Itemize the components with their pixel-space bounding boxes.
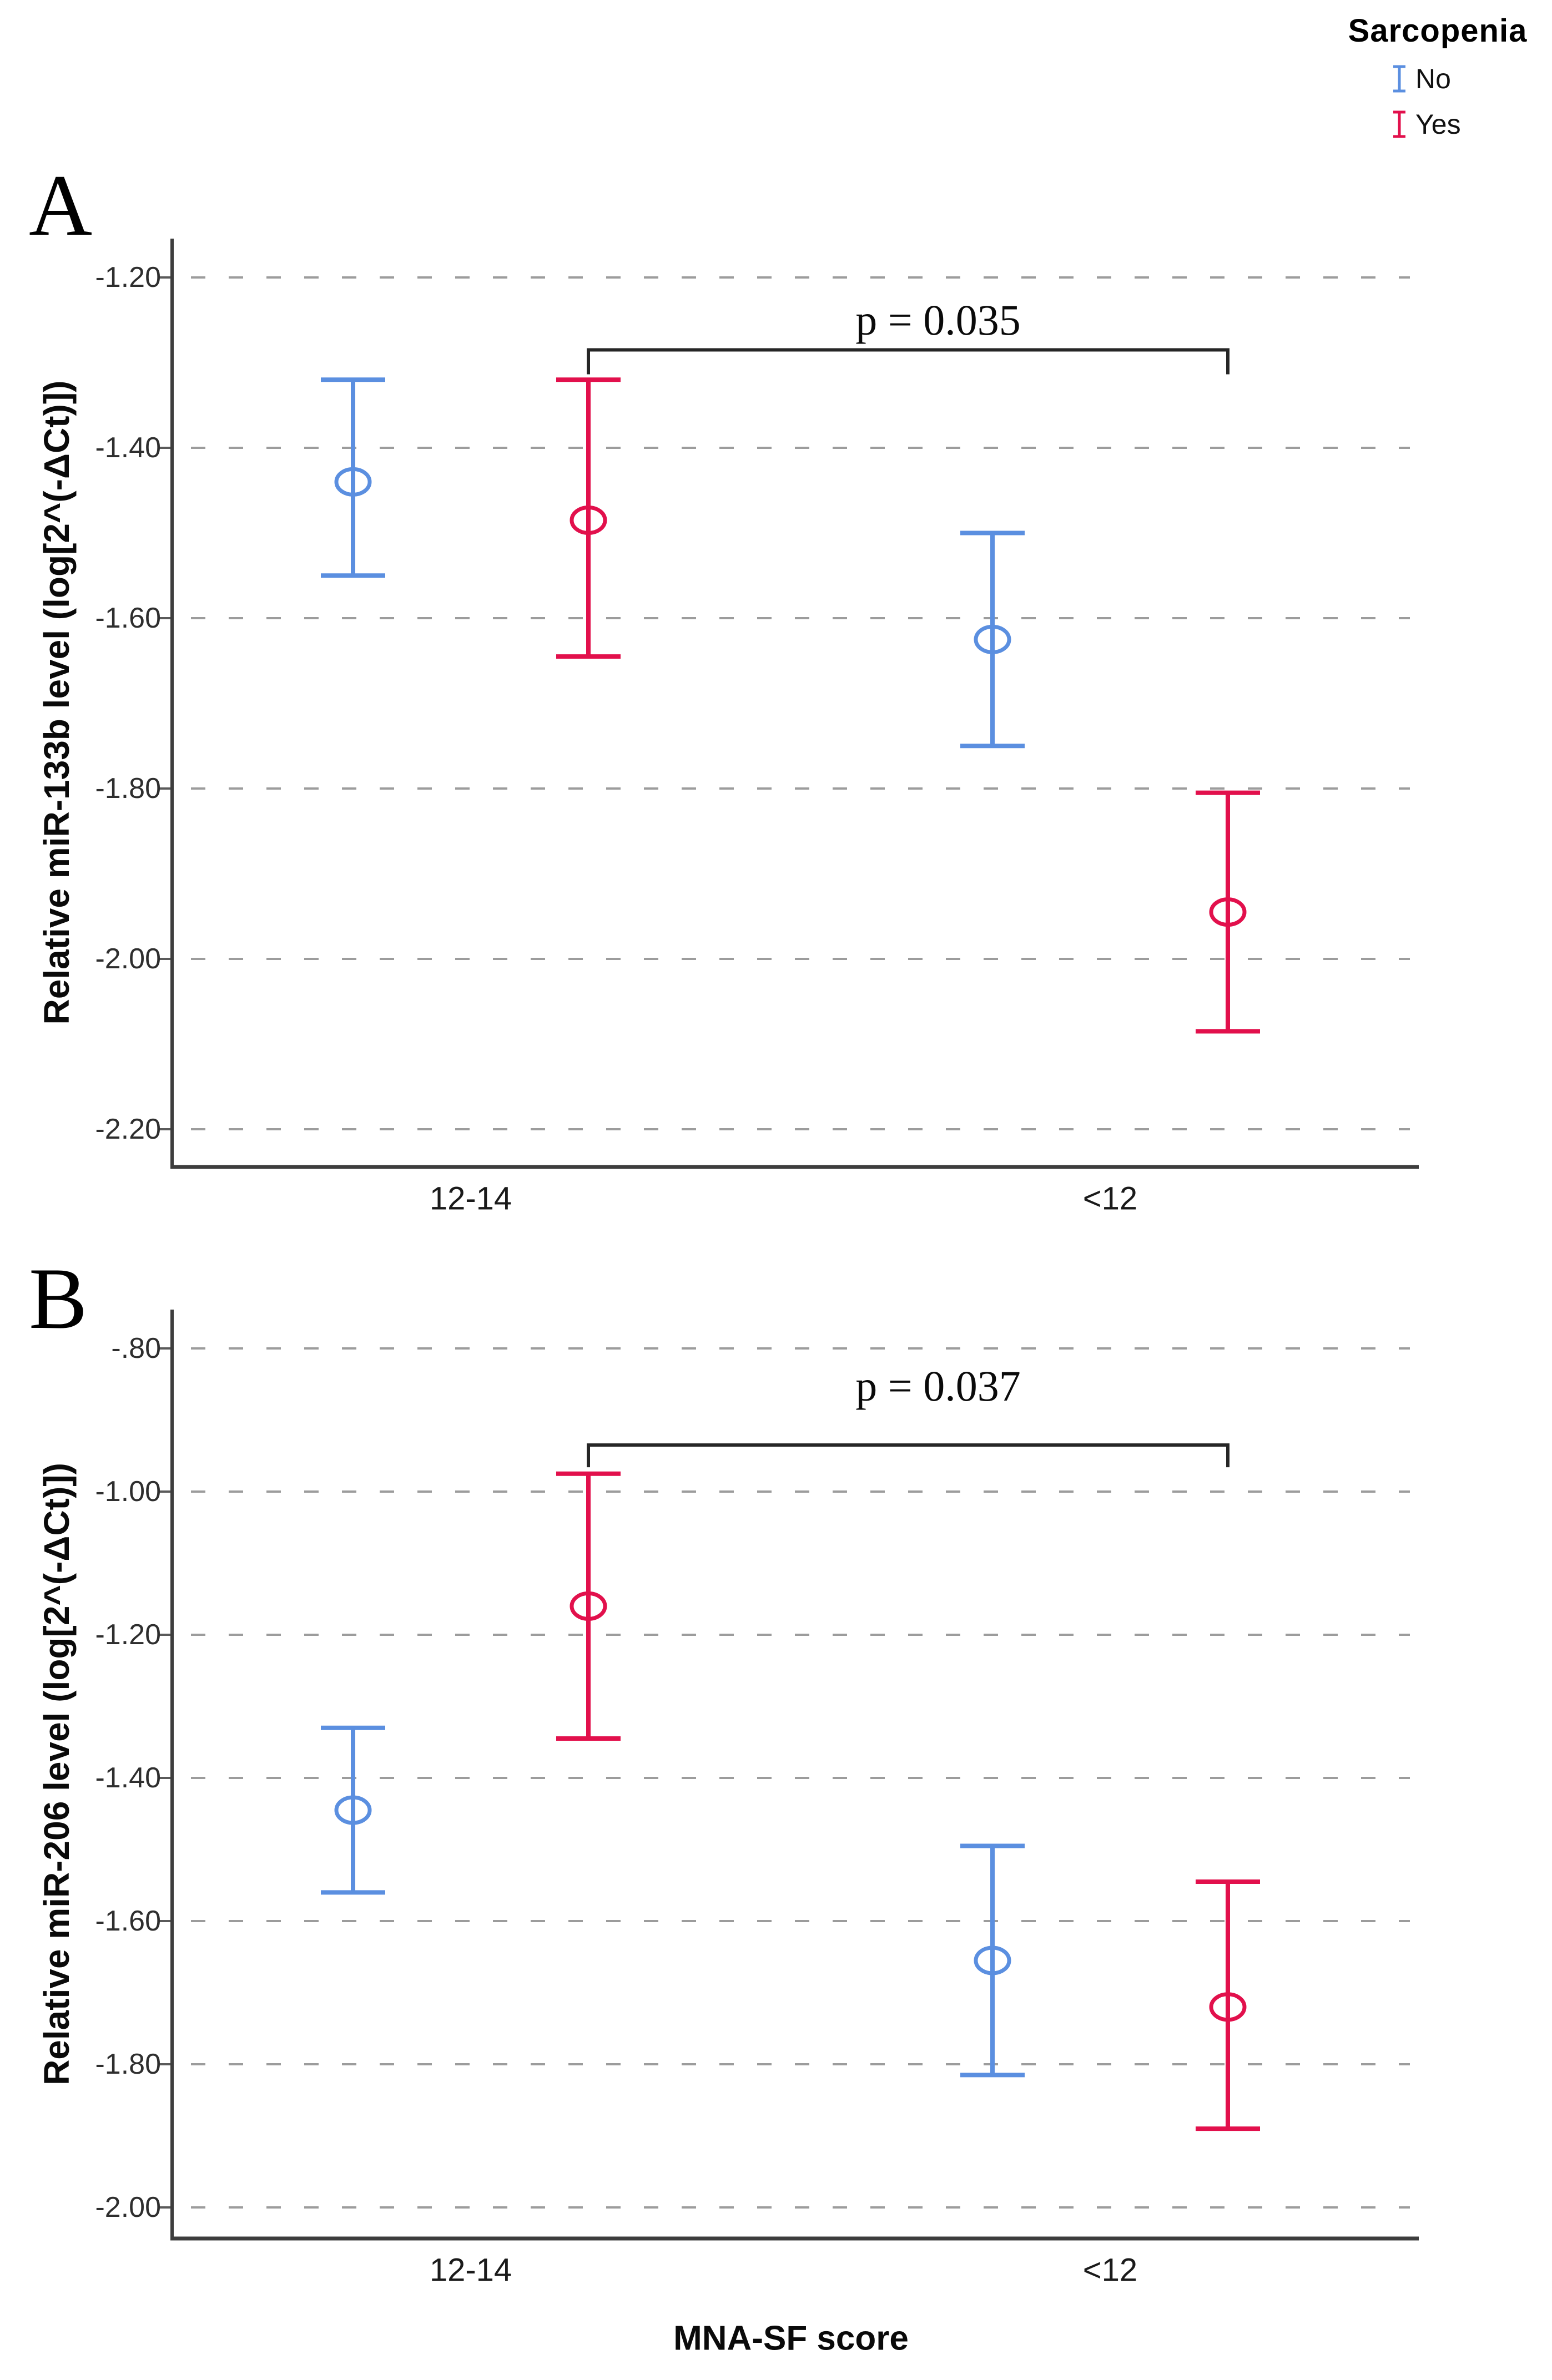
- errorbar-no-<12-mean-marker: [974, 1946, 1011, 1975]
- x-category-label: <12: [1082, 1180, 1138, 1217]
- legend-item-no: No: [1392, 63, 1549, 95]
- legend-item-yes: Yes: [1392, 108, 1549, 140]
- y-tick-label: -1.60: [95, 1905, 161, 1937]
- y-tick-label: -1.60: [95, 602, 161, 634]
- panel-a-letter: A: [29, 157, 93, 254]
- y-tick-label: -1.80: [95, 772, 161, 805]
- no-errorbar-icon: [1393, 65, 1405, 93]
- y-tick-label: -1.20: [95, 261, 161, 294]
- x-category-label: 12-14: [429, 2252, 512, 2288]
- errorbar-no-12-14-mean-marker: [334, 467, 372, 497]
- errorbar-yes-12-14-mean-marker: [570, 505, 607, 535]
- panel-b-letter: B: [29, 1250, 88, 1347]
- legend-title: Sarcopenia: [1348, 13, 1528, 49]
- errorbar-no-12-14-mean-marker: [334, 1795, 372, 1825]
- errorbar-yes-12-14-mean-marker: [570, 1591, 607, 1621]
- panel-a-y-axis-title: Relative miR-133b level (log[2^(-ΔCt)]): [37, 380, 77, 1025]
- y-tick-label: -1.40: [95, 1762, 161, 1794]
- y-tick-label: -2.00: [95, 943, 161, 975]
- errorbar-yes-<12-mean-marker: [1209, 1992, 1247, 2022]
- legend-item-no-label: No: [1415, 63, 1451, 94]
- errorbar-yes-<12-mean-marker: [1209, 897, 1247, 927]
- x-category-label: 12-14: [429, 1180, 512, 1217]
- significance-bracket: [587, 1443, 1229, 1468]
- panel-a-pvalue: p = 0.035: [855, 296, 1021, 344]
- legend-item-yes-label: Yes: [1415, 109, 1461, 140]
- y-tick-label: -1.20: [95, 1619, 161, 1651]
- y-tick-label: -1.40: [95, 432, 161, 464]
- y-tick-label: -1.80: [95, 2048, 161, 2080]
- y-tick-label: -2.20: [95, 1113, 161, 1145]
- significance-bracket: [587, 348, 1229, 375]
- errorbar-no-<12-mean-marker: [974, 624, 1011, 654]
- yes-errorbar-icon: [1393, 110, 1405, 138]
- y-tick-label: -.80: [111, 1332, 161, 1365]
- y-tick-label: -1.00: [95, 1476, 161, 1508]
- x-axis-title: MNA-SF score: [673, 2319, 909, 2358]
- legend: Sarcopenia No Yes: [1327, 12, 1549, 140]
- panel-b-pvalue: p = 0.037: [855, 1362, 1021, 1410]
- y-tick-label: -2.00: [95, 2191, 161, 2224]
- x-category-label: <12: [1082, 2252, 1138, 2288]
